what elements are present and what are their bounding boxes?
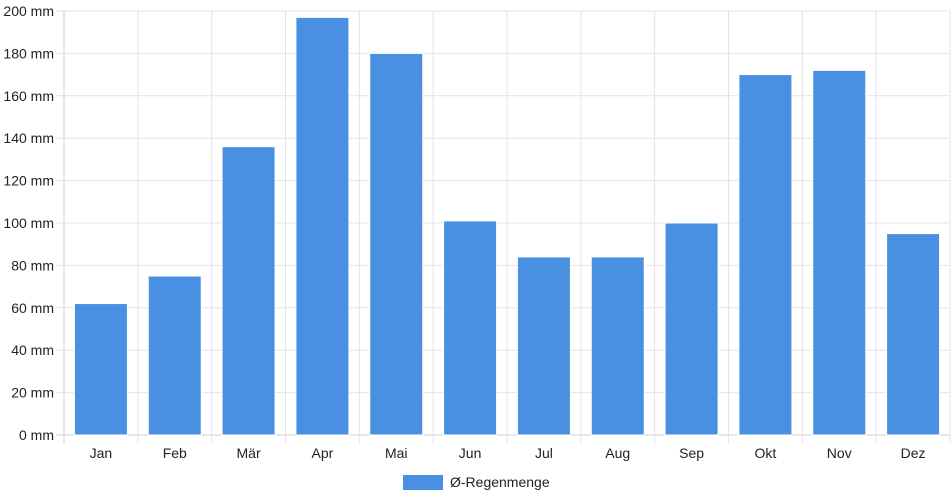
x-tick-label: Sep xyxy=(679,445,704,461)
y-tick-label: 140 mm xyxy=(3,130,54,146)
y-tick-label: 60 mm xyxy=(11,300,54,316)
x-tick-label: Jul xyxy=(535,445,553,461)
bar-Mai[interactable] xyxy=(369,52,424,436)
legend[interactable]: Ø-Regenmenge xyxy=(403,474,550,490)
x-tick-label: Mai xyxy=(385,445,408,461)
y-tick-label: 0 mm xyxy=(19,427,54,443)
y-tick-label: 40 mm xyxy=(11,342,54,358)
bar-Dez[interactable] xyxy=(886,233,941,436)
y-tick-label: 20 mm xyxy=(11,385,54,401)
bar-Mär[interactable] xyxy=(221,146,276,436)
x-tick-label: Aug xyxy=(605,445,630,461)
bar-Feb[interactable] xyxy=(147,275,202,436)
y-tick-label: 180 mm xyxy=(3,45,54,61)
y-tick-label: 80 mm xyxy=(11,257,54,273)
bar-Aug[interactable] xyxy=(590,256,645,436)
bar-series xyxy=(73,16,941,436)
x-tick-label: Dez xyxy=(901,445,926,461)
bar-Jun[interactable] xyxy=(443,220,498,436)
bar-Jul[interactable] xyxy=(516,256,571,436)
bar-Jan[interactable] xyxy=(73,303,128,436)
grid-lines xyxy=(56,10,951,443)
y-tick-label: 100 mm xyxy=(3,215,54,231)
y-axis: 0 mm 20 mm 40 mm 60 mm 80 mm 100 mm 120 mm 140 … xyxy=(3,3,54,443)
bar-Apr[interactable] xyxy=(295,16,350,436)
x-tick-label: Nov xyxy=(827,445,852,461)
x-axis: Jan Feb Mär Apr Mai Jun Jul Aug Sep Okt Nov Dez xyxy=(90,445,926,461)
bar-Sep[interactable] xyxy=(664,222,719,436)
x-tick-label: Feb xyxy=(163,445,187,461)
legend-swatch[interactable] xyxy=(403,475,443,490)
legend-label[interactable]: Ø-Regenmenge xyxy=(450,474,550,490)
y-tick-label: 120 mm xyxy=(3,173,54,189)
y-tick-label: 160 mm xyxy=(3,88,54,104)
x-tick-label: Jun xyxy=(459,445,482,461)
bar-Nov[interactable] xyxy=(812,69,867,436)
x-tick-label: Apr xyxy=(312,445,334,461)
x-tick-label: Jan xyxy=(90,445,113,461)
x-tick-label: Mär xyxy=(237,445,261,461)
bar-Okt[interactable] xyxy=(738,74,793,436)
x-tick-label: Okt xyxy=(755,445,777,461)
y-tick-label: 200 mm xyxy=(3,3,54,19)
